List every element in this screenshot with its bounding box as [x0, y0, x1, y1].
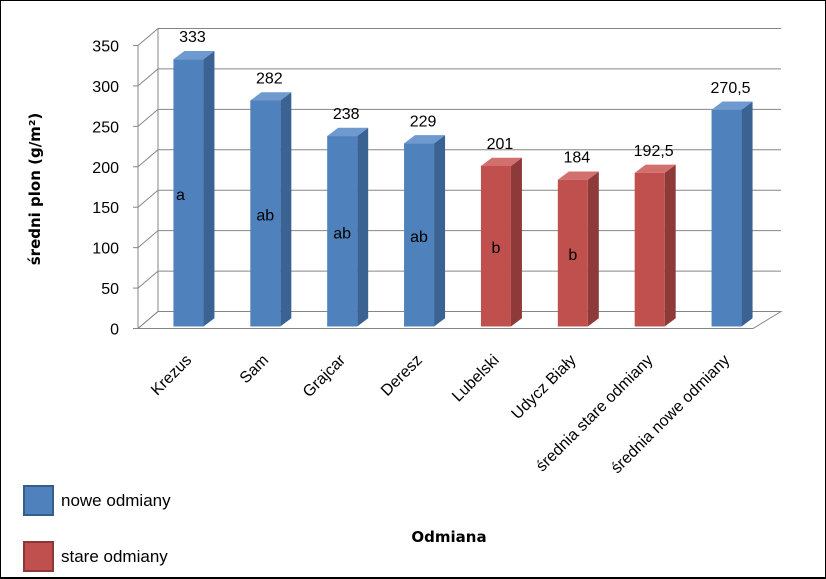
legend-item-stare: stare odmiany — [23, 541, 168, 572]
value-label: 201 — [487, 136, 514, 153]
bar-side — [280, 92, 292, 327]
gridline-diag — [137, 270, 159, 289]
bar-top — [711, 101, 753, 110]
y-tick-label: 350 — [92, 39, 119, 56]
bar-top — [557, 171, 599, 180]
gridline-diag — [137, 68, 159, 87]
y-tick-label: 50 — [101, 281, 119, 298]
bar-group — [327, 127, 369, 327]
bar — [557, 179, 588, 327]
gridline-diag — [137, 189, 159, 208]
value-label: 333 — [179, 29, 206, 46]
bar — [634, 172, 665, 327]
bar-group — [711, 101, 753, 327]
value-label: 184 — [563, 150, 590, 167]
bar — [711, 109, 742, 327]
y-axis: 0 50 100 150 200 250 300 350 — [92, 28, 159, 339]
significance-label: ab — [333, 225, 351, 242]
bar-side — [357, 127, 369, 327]
x-tick-label: Grajcar — [300, 351, 350, 401]
y-tick-label: 250 — [92, 119, 119, 136]
significance-label: b — [491, 240, 500, 257]
legend: nowe odmiany stare odmiany — [23, 485, 171, 572]
x-tick-label: Deresz — [378, 352, 426, 400]
chart-floor — [136, 311, 783, 329]
y-tick-label: 300 — [92, 79, 119, 96]
gridline-diag — [137, 28, 159, 46]
significance-label: ab — [256, 207, 274, 224]
bar-group — [404, 135, 446, 327]
x-tick-label: Lubelski — [449, 352, 503, 406]
y-tick-label: 200 — [92, 160, 119, 177]
x-tick-label: Sam — [237, 352, 272, 387]
gridline-diag — [137, 149, 159, 168]
bar-side — [741, 101, 753, 327]
bar — [250, 100, 281, 327]
bar-side — [587, 171, 599, 327]
legend-swatch-stare — [23, 541, 54, 572]
bar-side — [664, 164, 676, 327]
bar-side — [510, 157, 522, 327]
bar-side — [434, 135, 446, 327]
floor-outline — [136, 311, 783, 329]
x-tick-label: Udycz Biały — [509, 352, 580, 423]
bars: 333 a 282 ab 238 ab 229 ab 201 b 184 b 192,5 270,5 — [173, 29, 753, 327]
value-label: 282 — [256, 70, 283, 87]
y-tick-label: 100 — [92, 241, 119, 258]
bar — [327, 136, 358, 327]
bar-top — [404, 135, 446, 144]
bar-top — [480, 157, 522, 166]
legend-label-stare: stare odmiany — [61, 547, 168, 566]
significance-label: a — [176, 187, 185, 204]
bar-group — [173, 50, 215, 327]
value-label: 238 — [333, 106, 360, 123]
bar-top — [250, 92, 292, 101]
gridlines — [137, 28, 781, 329]
legend-label-nowe: nowe odmiany — [61, 491, 171, 510]
bar-top — [327, 127, 369, 137]
significance-label: b — [568, 247, 577, 264]
bar — [404, 143, 435, 327]
bar — [480, 165, 511, 327]
bar-top — [634, 164, 676, 173]
x-axis-title: Odmiana — [411, 528, 486, 546]
y-axis-title: średni plon (g/m²) — [26, 113, 44, 266]
bar — [173, 59, 204, 327]
value-label: 229 — [410, 113, 437, 130]
x-axis-tick-labels: Krezus Sam Grajcar Deresz Lubelski Udycz Biał… — [148, 351, 733, 477]
gridline-diag — [137, 230, 159, 249]
bar-group — [250, 92, 292, 327]
significance-label: ab — [410, 229, 428, 246]
x-tick-label: Krezus — [148, 352, 195, 399]
bar-group — [480, 157, 522, 327]
bar-group — [634, 164, 676, 327]
legend-swatch-nowe — [23, 485, 54, 516]
bar-group — [557, 171, 599, 327]
bar-side — [203, 50, 215, 327]
value-label: 192,5 — [634, 143, 674, 160]
bar-top — [173, 50, 215, 60]
legend-item-nowe: nowe odmiany — [23, 485, 171, 516]
value-label: 270,5 — [711, 80, 751, 97]
y-tick-label: 150 — [92, 200, 119, 217]
y-tick-label: 0 — [110, 322, 119, 339]
gridline-diag — [137, 108, 159, 127]
